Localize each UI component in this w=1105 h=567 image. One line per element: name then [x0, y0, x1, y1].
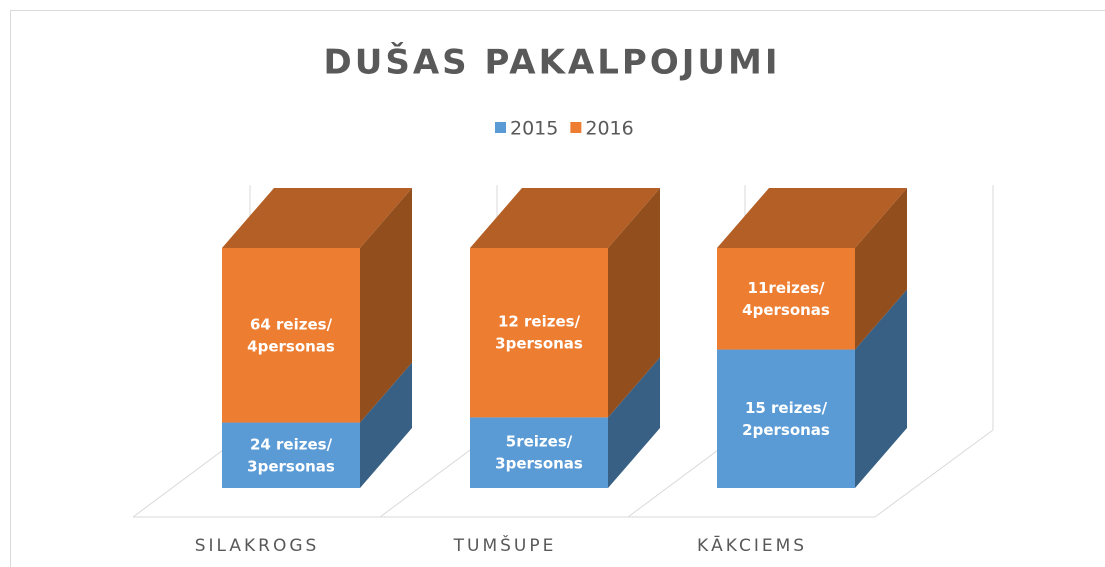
- x-tick-label: TUMŠUPE: [453, 534, 557, 556]
- data-label: 12 reizes/3personas: [495, 312, 583, 352]
- bar-top: [222, 188, 412, 248]
- bar: [222, 248, 360, 423]
- data-label: 11reizes/4personas: [742, 278, 830, 318]
- bar: [222, 422, 360, 488]
- legend-label: 2016: [585, 118, 633, 140]
- legend-label: 2015: [510, 118, 558, 140]
- bar-side: [855, 289, 907, 488]
- data-label: 64 reizes/4personas: [247, 315, 335, 355]
- data-label: 15 reizes/2personas: [742, 398, 830, 438]
- x-tick-label: KĀKCIEMS: [697, 534, 807, 556]
- data-label: 5reizes/3personas: [495, 432, 583, 472]
- bar-top: [470, 188, 660, 248]
- bar: [470, 248, 608, 418]
- legend-swatch: [570, 122, 582, 133]
- bar: [717, 349, 855, 488]
- legend-swatch: [495, 122, 506, 133]
- bar-side: [360, 362, 412, 488]
- chart-title: DUŠAS PAKALPOJUMI: [324, 42, 781, 83]
- x-tick-label: SILAKROGS: [195, 536, 320, 556]
- bar-side: [608, 357, 660, 488]
- data-label: 24 reizes/3personas: [247, 435, 335, 475]
- bar-top: [717, 188, 907, 248]
- bar-side: [360, 188, 412, 423]
- bar-side: [608, 188, 660, 418]
- bar-side: [855, 188, 907, 350]
- bar: [470, 417, 608, 488]
- bar: [717, 248, 855, 350]
